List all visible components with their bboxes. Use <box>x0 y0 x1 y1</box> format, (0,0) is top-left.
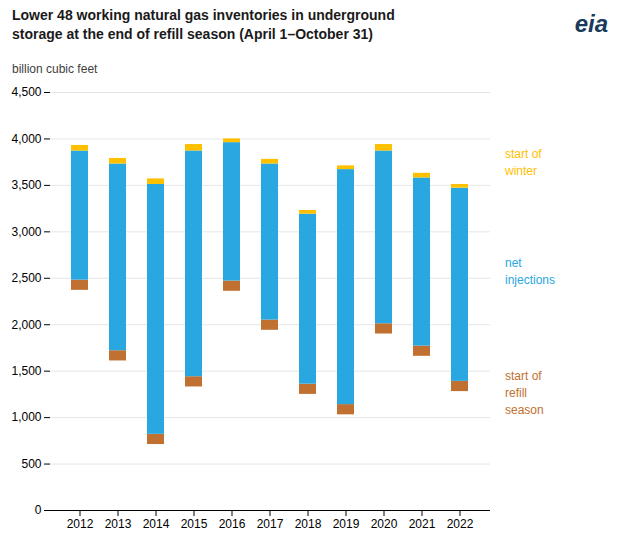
svg-text:500: 500 <box>21 457 41 471</box>
svg-text:2013: 2013 <box>105 517 132 531</box>
svg-text:2020: 2020 <box>371 517 398 531</box>
svg-text:2014: 2014 <box>143 517 170 531</box>
svg-text:3,000: 3,000 <box>11 225 41 239</box>
html-text:billion cubic feet: billion cubic feet <box>12 62 98 76</box>
svg-text:4,000: 4,000 <box>11 132 41 146</box>
svg-text:2022: 2022 <box>447 517 474 531</box>
svg-text:0: 0 <box>35 503 42 517</box>
html-text:net injections: net injections <box>505 255 555 287</box>
html-text:Lower 48 working natural gas i: Lower 48 working natural gas inventories… <box>12 7 395 42</box>
html-text:start of refill season: start of refill season <box>505 368 544 417</box>
svg-text:2018: 2018 <box>295 517 322 531</box>
svg-text:2,500: 2,500 <box>11 271 41 285</box>
svg-text:2012: 2012 <box>67 517 94 531</box>
svg-text:2,000: 2,000 <box>11 318 41 332</box>
svg-text:4,500: 4,500 <box>11 85 41 99</box>
svg-text:2016: 2016 <box>219 517 246 531</box>
svg-text:1,000: 1,000 <box>11 410 41 424</box>
svg-text:2021: 2021 <box>409 517 436 531</box>
svg-text:2015: 2015 <box>181 517 208 531</box>
html-text:start of winter: start of winter <box>505 147 542 178</box>
html-text:eia: eia <box>574 10 608 37</box>
svg-text:1,500: 1,500 <box>11 364 41 378</box>
svg-text:3,500: 3,500 <box>11 178 41 192</box>
svg-text:2019: 2019 <box>333 517 360 531</box>
svg-text:2017: 2017 <box>257 517 284 531</box>
